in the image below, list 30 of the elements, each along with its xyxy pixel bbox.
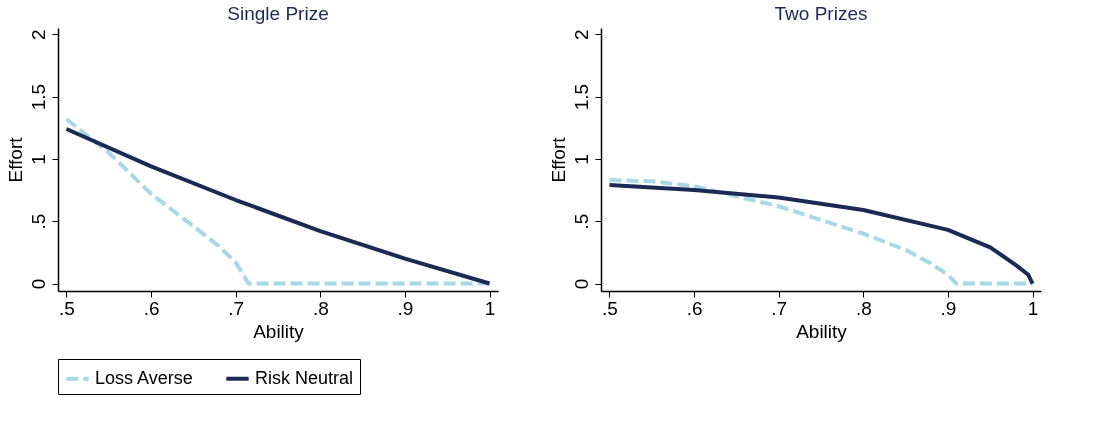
x-tick-label: .5 — [59, 297, 75, 319]
x-tick-label: 1 — [484, 297, 496, 319]
y-tick-label: 1 — [27, 154, 49, 165]
chart-title: Single Prize — [227, 3, 329, 24]
x-tick-label: .8 — [855, 297, 872, 319]
x-tick-label: .7 — [228, 297, 245, 319]
y-tick-label: 1 — [570, 154, 592, 165]
y-tick-label: 2 — [27, 29, 49, 41]
y-tick-label: 1.5 — [27, 83, 49, 111]
y-axis-title: Effort — [4, 136, 26, 183]
x-tick-label: .6 — [686, 297, 703, 319]
y-tick-label: 0 — [570, 278, 592, 290]
x-tick-label: .9 — [940, 297, 957, 319]
chart-title: Two Prizes — [774, 3, 868, 24]
x-axis-title: Ability — [796, 320, 848, 342]
x-tick-label: .7 — [771, 297, 788, 319]
x-tick-label: .5 — [602, 297, 618, 319]
y-tick-label: .5 — [27, 213, 49, 230]
y-tick-label: .5 — [570, 213, 592, 230]
y-tick-label: 0 — [27, 278, 49, 290]
x-tick-label: .6 — [143, 297, 160, 319]
legend-label: Loss Averse — [95, 367, 193, 388]
x-axis-title: Ability — [253, 320, 305, 342]
x-tick-label: .9 — [397, 297, 414, 319]
x-tick-label: .8 — [312, 297, 329, 319]
y-tick-label: 2 — [570, 29, 592, 41]
y-axis-title: Effort — [547, 136, 569, 183]
x-tick-label: 1 — [1027, 297, 1039, 319]
legend-label: Risk Neutral — [255, 367, 354, 388]
y-tick-label: 1.5 — [570, 83, 592, 111]
